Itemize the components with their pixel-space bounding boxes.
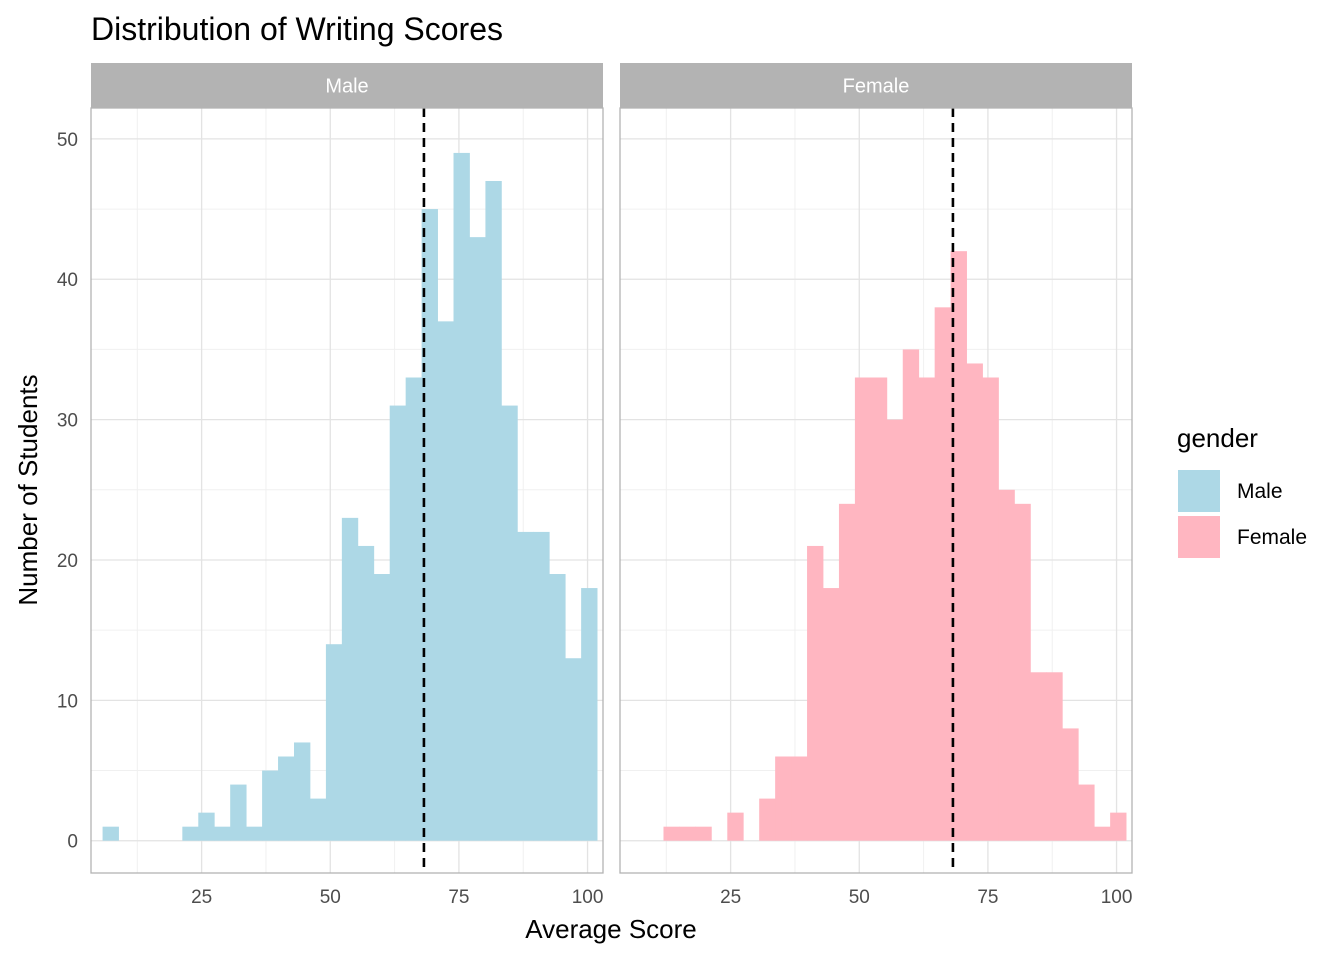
histogram-bar: [838, 503, 856, 841]
facet-strip: [620, 63, 1132, 108]
histogram-bar: [198, 812, 215, 841]
histogram-bar: [325, 644, 343, 841]
y-tick-label: 50: [57, 130, 78, 151]
histogram-bar: [278, 756, 295, 841]
x-axis-title: Average Score: [525, 914, 697, 944]
histogram-bar: [517, 531, 534, 841]
histogram-bar: [357, 545, 375, 841]
legend: gender Male Female: [1177, 423, 1307, 558]
histogram-bar: [373, 574, 391, 841]
histogram-bar: [1110, 812, 1127, 841]
legend-key-female: [1178, 516, 1220, 558]
x-tick-label: 25: [191, 887, 212, 908]
histogram-bar: [565, 658, 582, 841]
y-tick-label: 20: [57, 551, 78, 572]
histogram-bar: [1014, 503, 1031, 841]
histogram-bar: [663, 826, 680, 841]
histogram-bar: [759, 798, 776, 841]
histogram-bar: [533, 531, 550, 841]
histogram-bar: [246, 826, 263, 841]
histogram-bar: [1030, 672, 1047, 841]
histogram-bar: [341, 517, 359, 841]
histogram-bar: [469, 237, 486, 841]
y-tick-label: 40: [57, 270, 78, 291]
histogram-bar: [293, 742, 311, 841]
histogram-bar: [918, 377, 936, 841]
histogram-bar: [389, 405, 407, 841]
histogram-bar: [982, 377, 999, 841]
panel-male: Male 25 50 75 100: [90, 63, 604, 908]
x-tick-label: 100: [572, 887, 604, 908]
legend-label-male: Male: [1237, 480, 1283, 503]
histogram-bar: [1078, 784, 1095, 841]
x-tick-label: 100: [1101, 887, 1133, 908]
histogram-bar: [437, 321, 454, 841]
histogram-bar: [1062, 728, 1079, 841]
histogram-bar: [854, 377, 872, 841]
y-tick-label: 0: [67, 832, 78, 853]
histogram-bar: [581, 588, 598, 841]
legend-label-female: Female: [1237, 526, 1307, 549]
x-tick-label: 25: [720, 887, 741, 908]
histogram-bar: [405, 377, 423, 841]
y-axis-title: Number of Students: [13, 374, 43, 605]
histogram-bar: [1094, 826, 1111, 841]
panels: Male 25 50 75 100 Female 25 50 75 100: [90, 63, 1133, 908]
histogram-bar: [1046, 672, 1063, 841]
histogram-bar: [886, 419, 904, 841]
histogram-bar: [102, 826, 119, 841]
histogram-bar: [230, 784, 247, 841]
legend-key-male: [1178, 470, 1220, 512]
histogram-bar: [679, 826, 696, 841]
facet-strip-label: Male: [325, 76, 368, 98]
x-tick-label: 50: [320, 887, 341, 908]
x-tick-label: 75: [448, 887, 469, 908]
chart-title: Distribution of Writing Scores: [91, 11, 503, 47]
histogram-bar: [870, 377, 888, 841]
x-tick-label: 75: [977, 887, 998, 908]
histogram-bar: [775, 756, 792, 841]
y-axis: 0 10 20 30 40 50: [57, 130, 78, 853]
histogram-bar: [950, 251, 967, 841]
histogram-bar: [309, 798, 327, 841]
histogram-bar: [807, 545, 824, 841]
histogram-bar: [791, 756, 808, 841]
histogram-bar: [453, 152, 470, 841]
histogram-bar: [501, 405, 518, 841]
legend-title: gender: [1177, 423, 1258, 453]
histogram-bar: [214, 826, 231, 841]
x-tick-label: 50: [849, 887, 870, 908]
histogram-bar: [485, 180, 502, 841]
histogram-bar: [695, 826, 712, 841]
y-tick-label: 30: [57, 411, 78, 432]
histogram-bar: [934, 307, 952, 841]
histogram-bar: [549, 574, 566, 841]
histogram-bar: [262, 770, 279, 841]
histogram-bar: [998, 489, 1015, 841]
histogram-bar: [421, 209, 438, 841]
panel-female: Female 25 50 75 100: [619, 63, 1133, 908]
y-tick-label: 10: [57, 691, 78, 712]
facet-strip-label: Female: [843, 76, 910, 98]
facet-strip: [91, 63, 603, 108]
histogram-bar: [727, 812, 744, 841]
histogram-bar: [902, 349, 920, 841]
histogram-bar: [822, 588, 840, 841]
histogram-bar: [966, 363, 983, 841]
histogram-bar: [182, 826, 199, 841]
